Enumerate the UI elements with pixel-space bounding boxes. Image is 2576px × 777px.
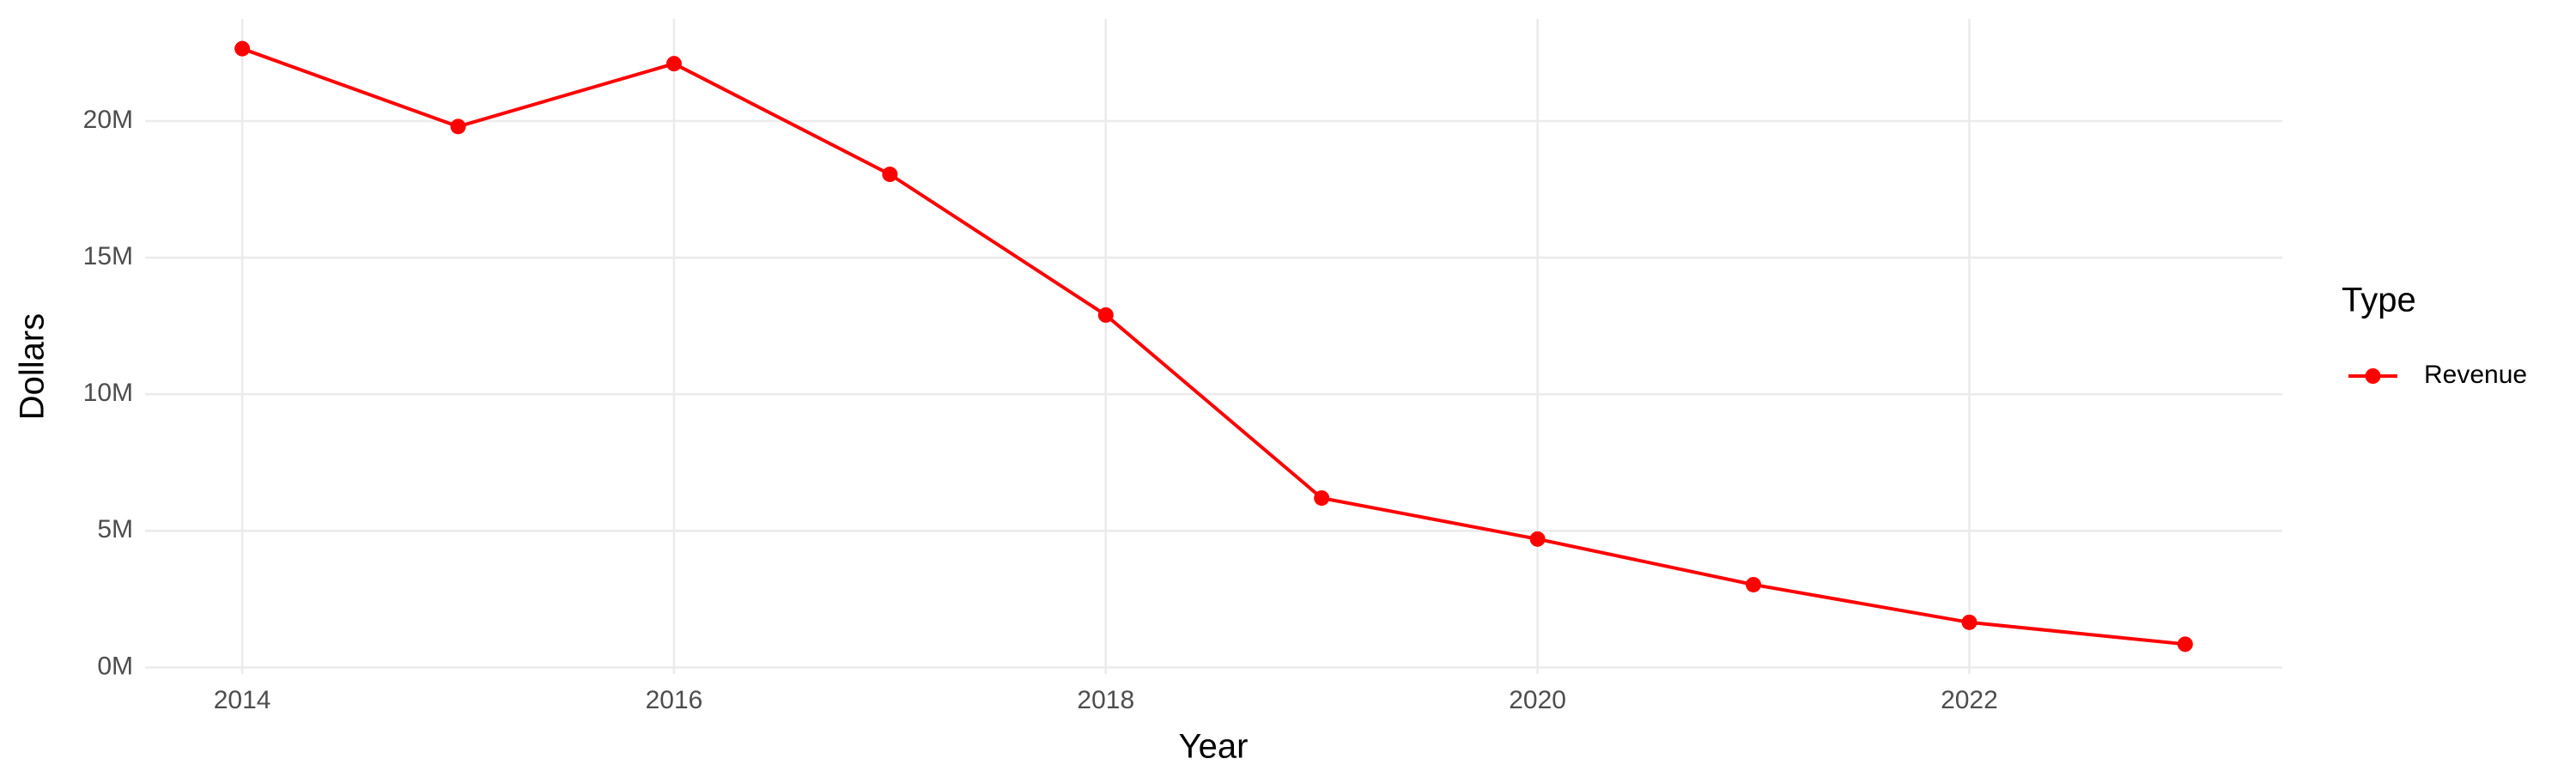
x-tick-label: 2016 bbox=[646, 686, 703, 714]
x-tick-label: 2018 bbox=[1077, 686, 1134, 714]
y-tick-label: 10M bbox=[83, 379, 133, 407]
y-axis-title: Dollars bbox=[14, 313, 52, 420]
y-tick-label: 20M bbox=[83, 106, 133, 134]
point bbox=[2177, 636, 2193, 653]
legend-title: Type bbox=[2342, 282, 2416, 319]
x-tick-label: 2014 bbox=[214, 686, 271, 714]
point bbox=[1961, 614, 1978, 630]
y-tick-label: 0M bbox=[97, 652, 133, 680]
x-tick-label: 2022 bbox=[1941, 686, 1998, 714]
point bbox=[1097, 307, 1114, 323]
point bbox=[234, 40, 251, 57]
y-tick-label: 15M bbox=[83, 242, 133, 270]
legend-key-point bbox=[2365, 368, 2381, 384]
line bbox=[241, 46, 2186, 646]
point bbox=[665, 56, 682, 72]
point bbox=[1314, 490, 1330, 507]
point bbox=[450, 118, 466, 135]
point bbox=[1529, 531, 1546, 547]
point bbox=[1746, 576, 1762, 592]
x-axis-title: Year bbox=[1179, 728, 1249, 766]
y-tick-label: 5M bbox=[97, 515, 133, 543]
legend-label: Revenue bbox=[2424, 361, 2527, 389]
x-tick-label: 2020 bbox=[1509, 686, 1566, 714]
point bbox=[882, 167, 898, 183]
